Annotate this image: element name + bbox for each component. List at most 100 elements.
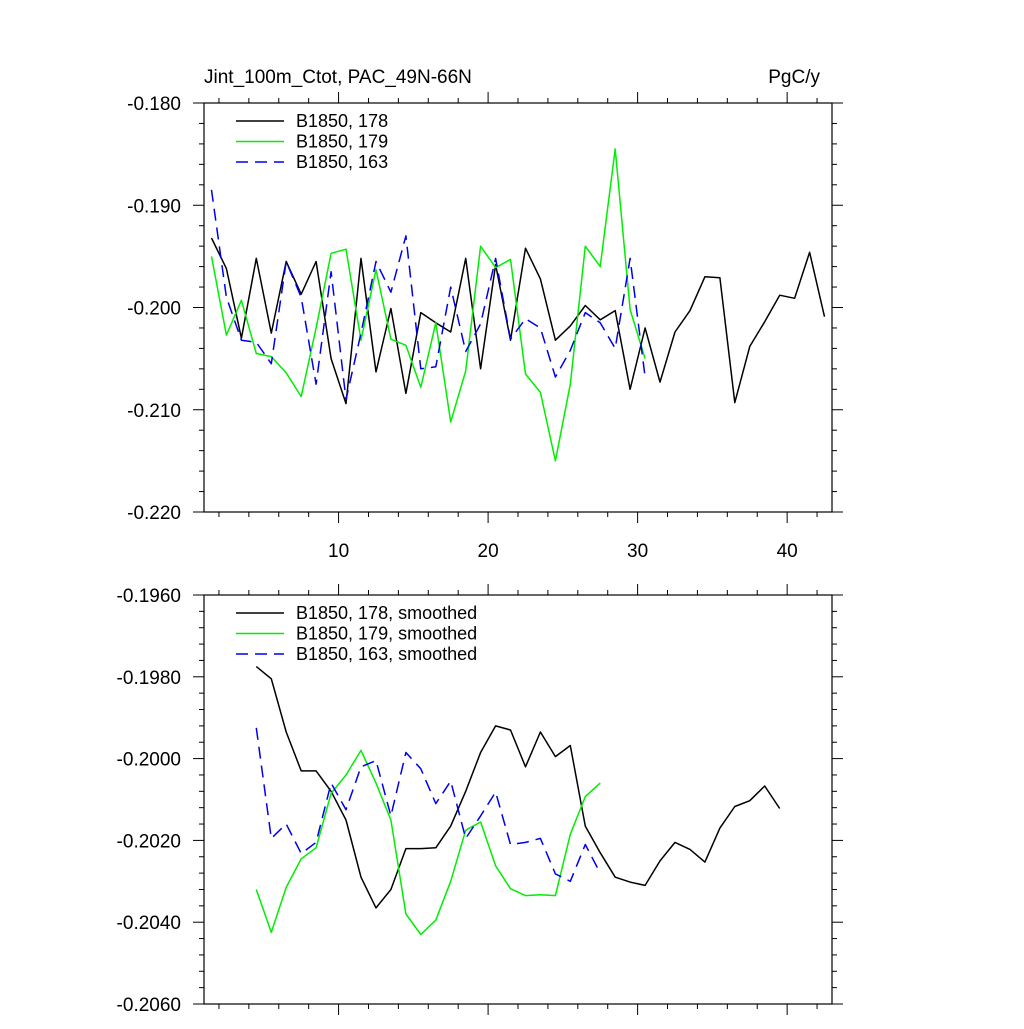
data-point [554, 873, 556, 875]
data-point [599, 319, 601, 321]
data-point [614, 148, 616, 150]
data-point [599, 852, 601, 854]
data-point [345, 403, 347, 405]
legend-label-1: B1850, 178 [296, 111, 388, 131]
legend-label-3: B1850, 163, smoothed [296, 644, 477, 664]
data-point [584, 825, 586, 827]
data-point [375, 269, 377, 271]
data-point [435, 919, 437, 921]
data-point [749, 800, 751, 802]
data-point [554, 756, 556, 758]
data-point [644, 376, 646, 378]
data-point [285, 887, 287, 889]
data-point [599, 266, 601, 268]
data-point [405, 235, 407, 237]
data-point [390, 308, 392, 310]
data-point [435, 847, 437, 849]
data-point [554, 895, 556, 897]
data-point [285, 731, 287, 733]
data-point [480, 752, 482, 754]
data-point [554, 460, 556, 462]
data-point [480, 323, 482, 325]
data-point [629, 881, 631, 883]
data-point [211, 255, 213, 257]
data-point [375, 760, 377, 762]
data-point [450, 331, 452, 333]
data-point [360, 750, 362, 752]
y-tick-label: -0.2060 [117, 995, 181, 1016]
data-point [614, 876, 616, 878]
data-point [465, 837, 467, 839]
data-point [315, 327, 317, 329]
data-point [405, 344, 407, 346]
data-point [569, 325, 571, 327]
data-point [375, 371, 377, 373]
data-point [569, 383, 571, 385]
data-point [480, 821, 482, 823]
data-point [525, 842, 527, 844]
data-point [689, 310, 691, 312]
data-point [240, 339, 242, 341]
series-line-3 [210, 189, 646, 401]
data-point [255, 341, 257, 343]
data-point [255, 258, 257, 260]
y-tick-label: -0.1960 [117, 586, 181, 607]
data-point [270, 837, 272, 839]
x-tick-label: 20 [478, 541, 499, 562]
data-point [420, 934, 422, 936]
data-point [764, 785, 766, 787]
data-point [495, 258, 497, 260]
x-tick-label: 30 [627, 541, 648, 562]
data-point [270, 932, 272, 934]
data-point [226, 268, 228, 270]
data-point [779, 294, 781, 296]
data-point [330, 252, 332, 254]
y-tick-label: -0.2000 [117, 750, 181, 771]
data-point [510, 888, 512, 890]
data-point [270, 363, 272, 365]
data-point [360, 332, 362, 334]
y-tick-label: -0.210 [127, 401, 181, 422]
data-point [285, 372, 287, 374]
data-point [719, 827, 721, 829]
data-point [360, 766, 362, 768]
data-point [495, 791, 497, 793]
data-point [734, 806, 736, 808]
data-point [584, 312, 586, 314]
y-tick-label: -0.2040 [117, 913, 181, 934]
legend-label-3: B1850, 163 [296, 152, 388, 172]
series-line-1 [255, 666, 781, 909]
data-point [405, 752, 407, 754]
data-point [674, 842, 676, 844]
data-point [764, 321, 766, 323]
data-point [824, 316, 826, 318]
data-point [525, 895, 527, 897]
data-point [375, 782, 377, 784]
data-point [614, 348, 616, 350]
data-point [211, 237, 213, 239]
data-point [390, 889, 392, 891]
data-point [510, 844, 512, 846]
data-point [704, 861, 706, 863]
data-point [315, 842, 317, 844]
data-point [644, 358, 646, 360]
chart-panel-2: -0.2060 -0.2040 -0.2020 -0.2000 -0.1980 -0.19… [117, 584, 843, 1016]
data-point [540, 327, 542, 329]
data-point [330, 782, 332, 784]
y-tick-label: -0.2020 [117, 831, 181, 852]
data-point [450, 780, 452, 782]
y-tick-label: -0.180 [127, 94, 181, 115]
data-point [495, 725, 497, 727]
data-point [719, 277, 721, 279]
data-point [689, 848, 691, 850]
data-point [659, 381, 661, 383]
legend-label-2: B1850, 179, smoothed [296, 624, 477, 644]
data-point [211, 189, 213, 191]
data-point [405, 392, 407, 394]
data-point [704, 276, 706, 278]
data-point [540, 894, 542, 896]
data-point [435, 322, 437, 324]
data-point [435, 366, 437, 368]
